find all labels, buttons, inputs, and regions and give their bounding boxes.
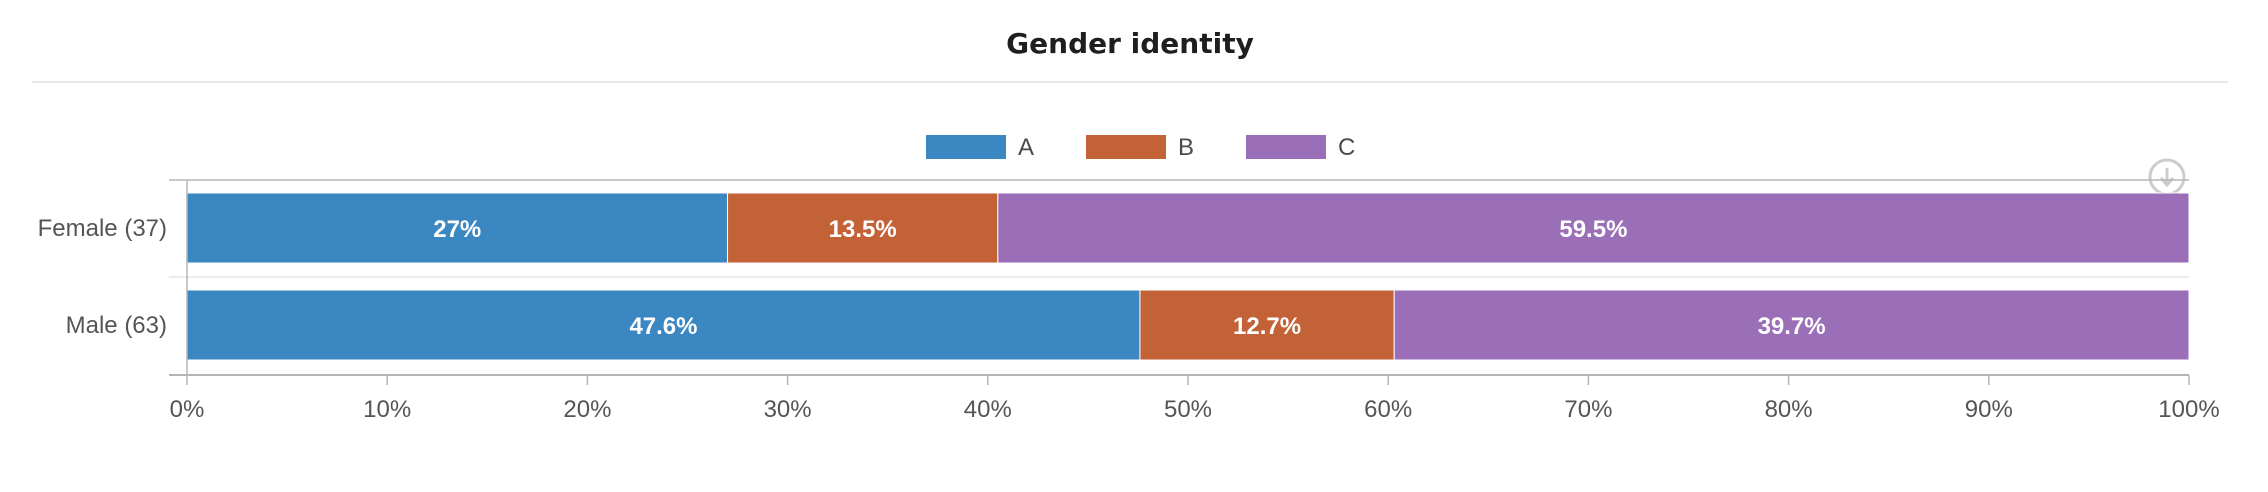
x-tick-label: 50% <box>1164 396 1212 423</box>
download-button[interactable] <box>2148 158 2186 196</box>
legend-swatch <box>1246 135 1326 159</box>
plot-area: 27% 13.5% 59.5% 47.6% 12.7% 39.7% <box>169 179 2190 361</box>
data-label: 47.6% <box>629 313 697 340</box>
x-tick-label: 0% <box>170 396 205 423</box>
x-tick-label: 40% <box>964 396 1012 423</box>
category-label: Male (63) <box>66 312 167 339</box>
chart-title: Gender identity <box>1006 27 1254 60</box>
legend-item-b[interactable]: B <box>1086 134 1194 161</box>
legend-label: B <box>1178 134 1194 161</box>
category-label: Female (37) <box>38 215 167 242</box>
bar-b-female[interactable] <box>727 192 999 264</box>
bar-c-female[interactable] <box>997 192 2190 264</box>
x-tick-label: 90% <box>1965 396 2013 423</box>
legend-item-a[interactable]: A <box>926 134 1034 161</box>
legend-label: C <box>1338 134 1355 161</box>
legend-label: A <box>1018 134 1034 161</box>
legend-item-c[interactable]: C <box>1246 134 1355 161</box>
data-label: 39.7% <box>1758 313 1826 340</box>
data-label: 59.5% <box>1559 216 1627 243</box>
x-tick-label: 30% <box>764 396 812 423</box>
download-icon <box>2148 158 2186 196</box>
legend-swatch <box>926 135 1006 159</box>
data-label: 27% <box>433 216 481 243</box>
data-label: 12.7% <box>1233 313 1301 340</box>
y-axis: Female (37) Male (63) <box>38 180 188 375</box>
data-label: 13.5% <box>829 216 897 243</box>
legend: A B C <box>926 134 1355 161</box>
x-axis: 0% 10% 20% 30% 40% 50% 60% 70% 80% 90% 100% <box>169 374 2220 423</box>
x-tick-label: 70% <box>1564 396 1612 423</box>
bar-c-male[interactable] <box>1393 289 2190 361</box>
x-tick-label: 60% <box>1364 396 1412 423</box>
legend-swatch <box>1086 135 1166 159</box>
bar-b-male[interactable] <box>1139 289 1395 361</box>
x-tick-label: 80% <box>1765 396 1813 423</box>
x-tick-label: 10% <box>363 396 411 423</box>
x-tick-label: 20% <box>563 396 611 423</box>
bar-a-male[interactable] <box>186 289 1141 361</box>
x-tick-label: 100% <box>2158 396 2219 423</box>
